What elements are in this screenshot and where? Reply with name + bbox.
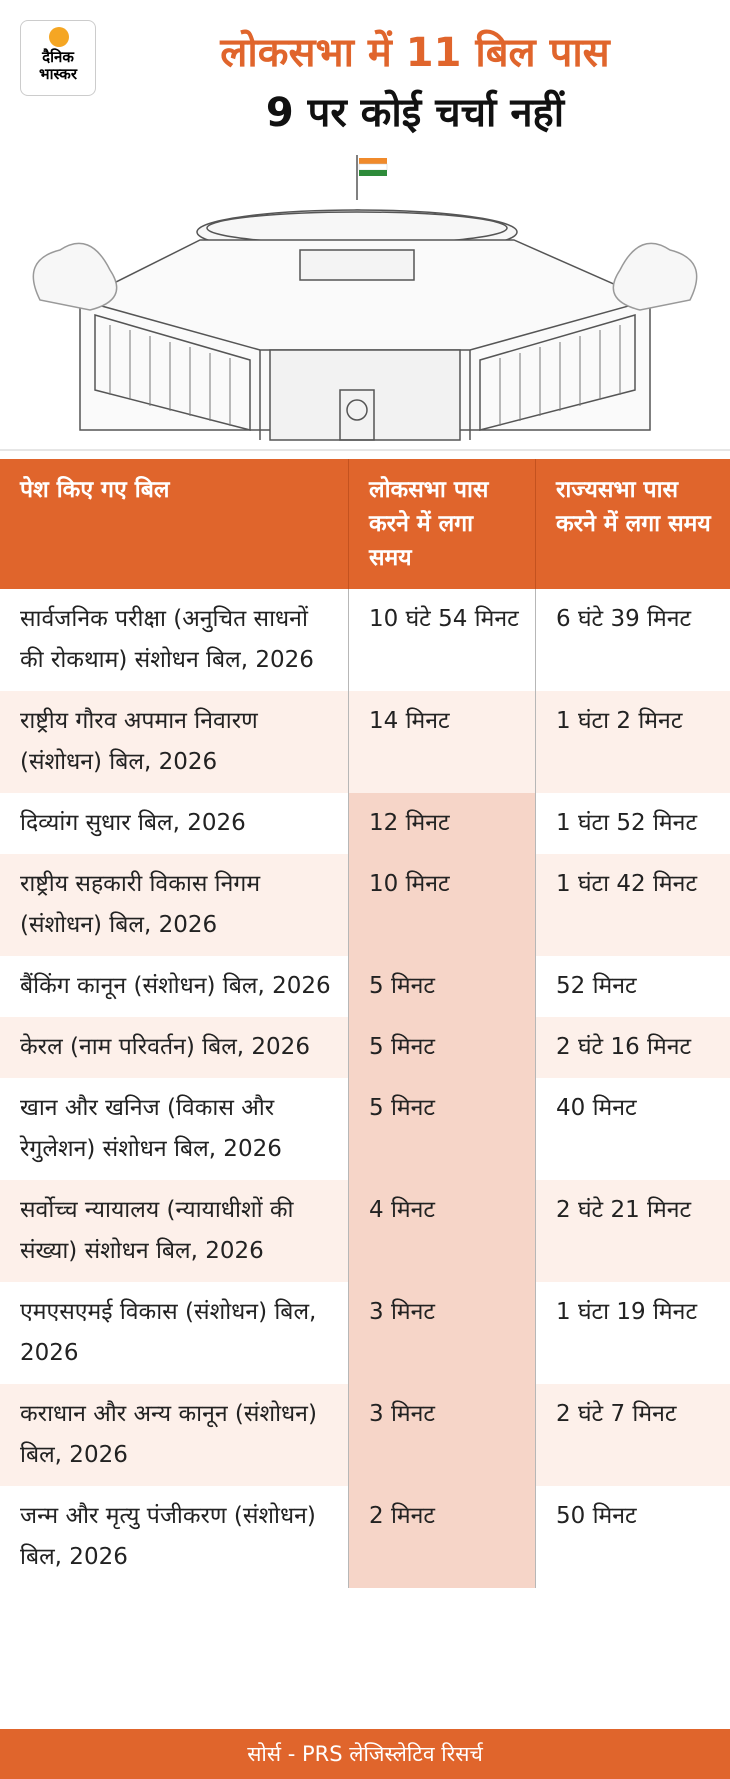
- logo: दैनिक भास्कर: [20, 20, 96, 96]
- table-row: एमएसएमई विकास (संशोधन) बिल, 2026 3 मिनट 1 …: [0, 1282, 730, 1384]
- table-cell: 4 मिनट: [348, 1180, 535, 1282]
- table-cell: राष्ट्रीय सहकारी विकास निगम (संशोधन) बिल…: [0, 854, 348, 956]
- table-row: कराधान और अन्य कानून (संशोधन) बिल, 2026 3…: [0, 1384, 730, 1486]
- source-footer: सोर्स - PRS लेजिस्लेटिव रिसर्च: [0, 1729, 730, 1779]
- table-cell: 6 घंटे 39 मिनट: [535, 589, 730, 691]
- logo-sun: [49, 27, 69, 47]
- table-cell: 1 घंटा 42 मिनट: [535, 854, 730, 956]
- table-row: बैंकिंग कानून (संशोधन) बिल, 2026 5 मिनट 52…: [0, 956, 730, 1017]
- table-row: राष्ट्रीय गौरव अपमान निवारण (संशोधन) बिल…: [0, 691, 730, 793]
- table-cell: 2 मिनट: [348, 1486, 535, 1588]
- header-cell: लोकसभा पास करने में लगा समय: [348, 459, 535, 589]
- logo-text: भास्कर: [39, 65, 77, 83]
- table-cell: बैंकिंग कानून (संशोधन) बिल, 2026: [20, 973, 331, 999]
- logo-text: दैनिक: [42, 48, 74, 66]
- table-cell: 12 मिनट: [348, 793, 535, 854]
- table-cell: 14 मिनट: [348, 691, 535, 793]
- header-cell: राज्यसभा पास करने में लगा समय: [535, 459, 730, 589]
- table-cell: 1 घंटा 19 मिनट: [535, 1282, 730, 1384]
- table-row: सर्वोच्च न्यायालय (न्यायाधीशों की संख्या…: [0, 1180, 730, 1282]
- table-cell: 2 घंटे 7 मिनट: [535, 1384, 730, 1486]
- table-cell: दिव्यांग सुधार बिल, 2026: [20, 810, 246, 836]
- table-row: खान और खनिज (विकास और रेगुलेशन) संशोधन ब…: [0, 1078, 730, 1180]
- subtitle: 9 पर कोई चर्चा नहीं: [265, 90, 565, 136]
- table-cell: 1 घंटा 52 मिनट: [535, 793, 730, 854]
- parliament-illustration: [0, 155, 730, 451]
- table-cell: 10 घंटे 54 मिनट: [348, 589, 535, 691]
- table-cell: सार्वजनिक परीक्षा (अनुचित साधनों की रोकथ…: [20, 606, 314, 673]
- table-row: सार्वजनिक परीक्षा (अनुचित साधनों की रोकथ…: [0, 589, 730, 691]
- table-cell: 2 घंटे 16 मिनट: [535, 1017, 730, 1078]
- table-row: केरल (नाम परिवर्तन) बिल, 2026 5 मिनट 2 घंट…: [0, 1017, 730, 1078]
- table-cell: एमएसएमई विकास (संशोधन) बिल, 2026: [20, 1299, 317, 1366]
- header-cell: पेश किए गए बिल: [0, 459, 348, 589]
- table-row: दिव्यांग सुधार बिल, 2026 12 मिनट 1 घंटा 52…: [0, 793, 730, 854]
- table-cell: 50 मिनट: [535, 1486, 730, 1588]
- table-cell: 5 मिनट: [348, 1017, 535, 1078]
- table-cell: 2 घंटे 21 मिनट: [535, 1180, 730, 1282]
- title: लोकसभा में 11 बिल पास: [220, 30, 610, 76]
- table-cell: जन्म और मृत्यु पंजीकरण (संशोधन) बिल, 202…: [20, 1503, 316, 1570]
- table: पेश किए गए बिल लोकसभा पास करने में लगा स…: [0, 459, 730, 1588]
- table-cell: 52 मिनट: [535, 956, 730, 1017]
- table-row: जन्म और मृत्यु पंजीकरण (संशोधन) बिल, 202…: [0, 1486, 730, 1588]
- table-header: पेश किए गए बिल लोकसभा पास करने में लगा स…: [0, 459, 730, 589]
- table-cell: 3 मिनट: [348, 1384, 535, 1486]
- table-cell: 40 मिनट: [535, 1078, 730, 1180]
- table-cell: 3 मिनट: [348, 1282, 535, 1384]
- table-cell: सर्वोच्च न्यायालय (न्यायाधीशों की संख्या…: [0, 1180, 348, 1282]
- table-cell: केरल (नाम परिवर्तन) बिल, 2026: [0, 1017, 348, 1078]
- table-cell: राष्ट्रीय गौरव अपमान निवारण (संशोधन) बिल…: [0, 691, 348, 793]
- table-cell: 5 मिनट: [348, 1078, 535, 1180]
- table-cell: खान और खनिज (विकास और रेगुलेशन) संशोधन ब…: [20, 1095, 282, 1162]
- table-row: राष्ट्रीय सहकारी विकास निगम (संशोधन) बिल…: [0, 854, 730, 956]
- table-cell: 10 मिनट: [348, 854, 535, 956]
- table-cell: कराधान और अन्य कानून (संशोधन) बिल, 2026: [0, 1384, 348, 1486]
- table-cell: 5 मिनट: [348, 956, 535, 1017]
- table-cell: 1 घंटा 2 मिनट: [535, 691, 730, 793]
